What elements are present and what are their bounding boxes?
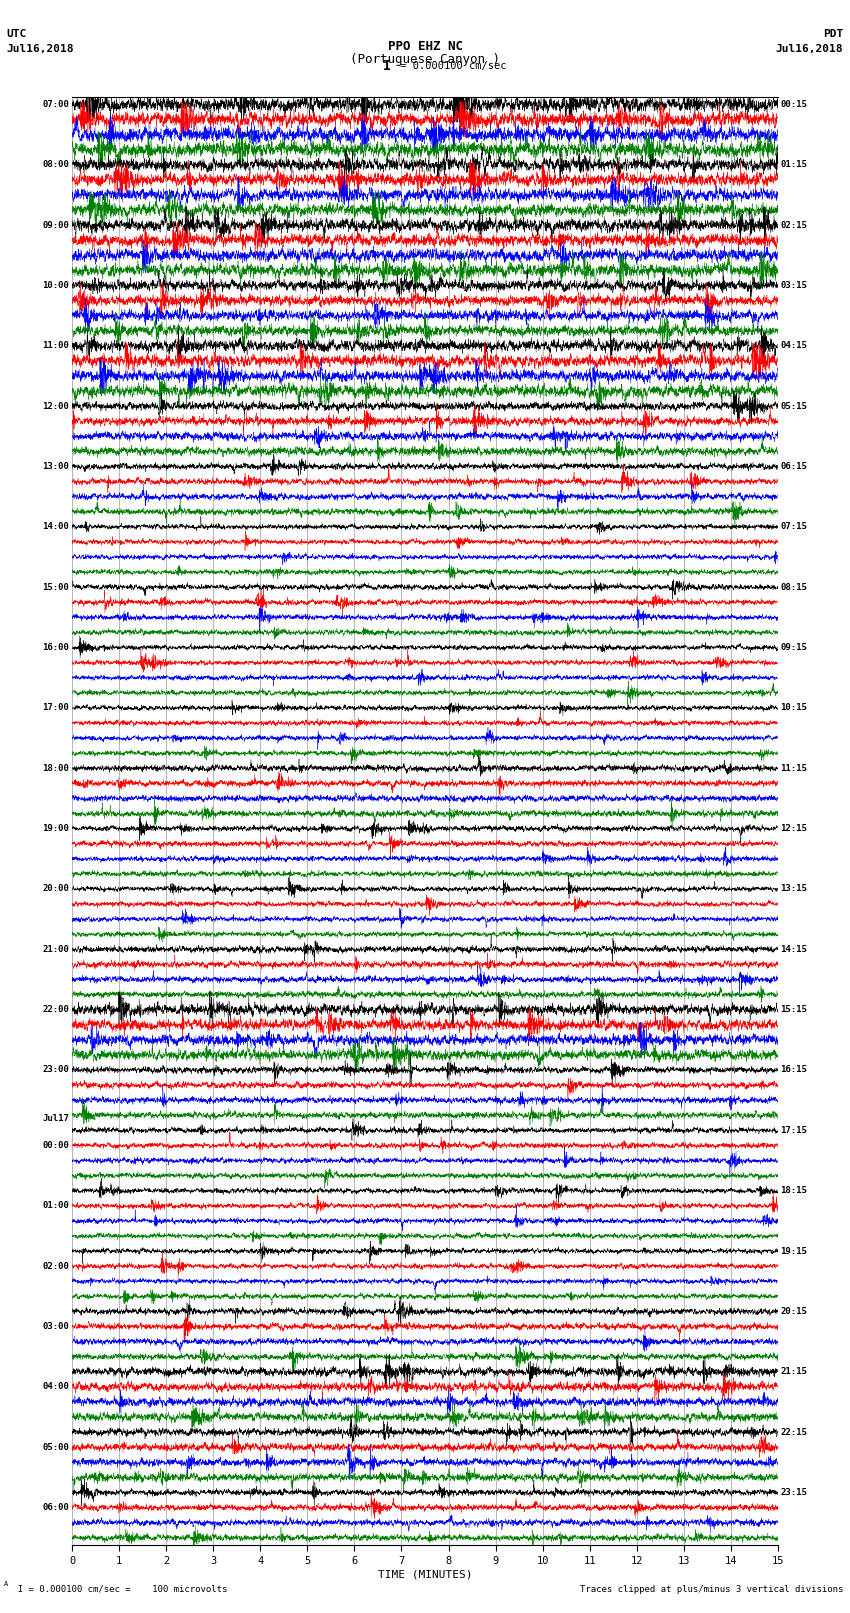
Text: Jul17: Jul17 [42, 1115, 70, 1123]
Text: 10:15: 10:15 [780, 703, 808, 713]
Text: 05:15: 05:15 [780, 402, 808, 411]
Text: Jul16,2018: Jul16,2018 [776, 44, 843, 53]
Text: 12:15: 12:15 [780, 824, 808, 832]
Text: (Portuguese Canyon ): (Portuguese Canyon ) [350, 53, 500, 66]
Text: PDT: PDT [823, 29, 843, 39]
Text: 01:00: 01:00 [42, 1202, 70, 1210]
Text: 06:00: 06:00 [42, 1503, 70, 1511]
Text: 00:00: 00:00 [42, 1140, 70, 1150]
Text: 23:15: 23:15 [780, 1487, 808, 1497]
Text: 15:15: 15:15 [780, 1005, 808, 1015]
Text: 01:15: 01:15 [780, 160, 808, 169]
Text: 06:15: 06:15 [780, 461, 808, 471]
Text: 17:00: 17:00 [42, 703, 70, 713]
Text: 05:00: 05:00 [42, 1442, 70, 1452]
Text: 18:15: 18:15 [780, 1186, 808, 1195]
Text: 04:00: 04:00 [42, 1382, 70, 1392]
Text: 14:00: 14:00 [42, 523, 70, 531]
Text: 03:00: 03:00 [42, 1323, 70, 1331]
Text: 22:00: 22:00 [42, 1005, 70, 1015]
Text: Jul16,2018: Jul16,2018 [7, 44, 74, 53]
Text: 00:15: 00:15 [780, 100, 808, 108]
Text: A: A [4, 1581, 8, 1587]
Text: 09:00: 09:00 [42, 221, 70, 229]
Text: I = 0.000100 cm/sec =    100 microvolts: I = 0.000100 cm/sec = 100 microvolts [7, 1584, 227, 1594]
Text: 19:00: 19:00 [42, 824, 70, 832]
Text: 08:15: 08:15 [780, 582, 808, 592]
Text: 16:15: 16:15 [780, 1066, 808, 1074]
Text: 07:15: 07:15 [780, 523, 808, 531]
Text: 15:00: 15:00 [42, 582, 70, 592]
Text: 02:00: 02:00 [42, 1261, 70, 1271]
Text: I: I [382, 60, 391, 73]
Text: 22:15: 22:15 [780, 1428, 808, 1437]
X-axis label: TIME (MINUTES): TIME (MINUTES) [377, 1569, 473, 1579]
Text: Traces clipped at plus/minus 3 vertical divisions: Traces clipped at plus/minus 3 vertical … [580, 1584, 843, 1594]
Text: PPO EHZ NC: PPO EHZ NC [388, 40, 462, 53]
Text: = 0.000100 cm/sec: = 0.000100 cm/sec [394, 61, 506, 71]
Text: 13:00: 13:00 [42, 461, 70, 471]
Text: 19:15: 19:15 [780, 1247, 808, 1255]
Text: 10:00: 10:00 [42, 281, 70, 290]
Text: 18:00: 18:00 [42, 763, 70, 773]
Text: 21:15: 21:15 [780, 1368, 808, 1376]
Text: 23:00: 23:00 [42, 1066, 70, 1074]
Text: 09:15: 09:15 [780, 644, 808, 652]
Text: 11:15: 11:15 [780, 763, 808, 773]
Text: 16:00: 16:00 [42, 644, 70, 652]
Text: 04:15: 04:15 [780, 342, 808, 350]
Text: 07:00: 07:00 [42, 100, 70, 108]
Text: 13:15: 13:15 [780, 884, 808, 894]
Text: 11:00: 11:00 [42, 342, 70, 350]
Text: 14:15: 14:15 [780, 945, 808, 953]
Text: 12:00: 12:00 [42, 402, 70, 411]
Text: 08:00: 08:00 [42, 160, 70, 169]
Text: 21:00: 21:00 [42, 945, 70, 953]
Text: 20:15: 20:15 [780, 1307, 808, 1316]
Text: 03:15: 03:15 [780, 281, 808, 290]
Text: 02:15: 02:15 [780, 221, 808, 229]
Text: UTC: UTC [7, 29, 27, 39]
Text: 20:00: 20:00 [42, 884, 70, 894]
Text: 17:15: 17:15 [780, 1126, 808, 1136]
